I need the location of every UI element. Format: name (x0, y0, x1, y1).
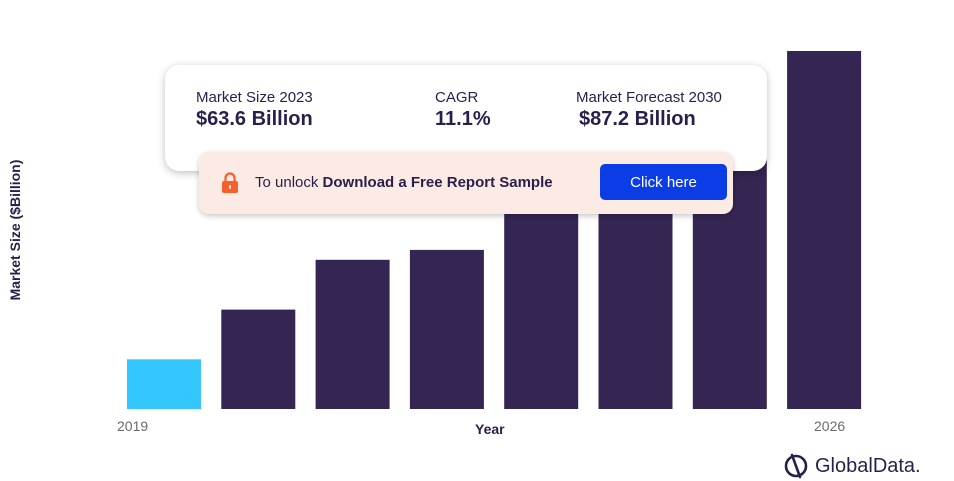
market-size-value: $63.6 Billion (196, 108, 313, 130)
cagr-stat: CAGR 11.1% (435, 89, 491, 131)
market-size-label: Market Size 2023 (196, 89, 313, 106)
globaldata-logo[interactable]: GlobalData. (783, 452, 921, 480)
market-size-stat: Market Size 2023 $63.6 Billion (196, 89, 313, 131)
unlock-prefix: To unlock (255, 174, 323, 191)
forecast-label: Market Forecast 2030 (576, 89, 722, 106)
bar-1 (221, 309, 296, 409)
y-axis-label: Market Size ($Billion) (7, 159, 23, 301)
bar-3 (409, 249, 484, 409)
globaldata-logo-icon (784, 453, 808, 479)
bar-7 (787, 51, 862, 409)
x-axis-label: Year (475, 421, 505, 437)
bar-0 (127, 359, 201, 409)
forecast-value: $87.2 Billion (579, 108, 696, 130)
forecast-stat: Market Forecast 2030 $87.2 Billion (576, 89, 722, 131)
click-here-button[interactable]: Click here (600, 164, 727, 200)
x-tick-label-2026: 2026 (814, 418, 846, 434)
cagr-value: 11.1% (435, 108, 491, 130)
bar-4 (504, 210, 579, 409)
unlock-banner: To unlock Download a Free Report Sample … (199, 152, 733, 214)
bar-2 (315, 259, 390, 409)
logo-text: GlobalData. (815, 454, 921, 477)
unlock-message: To unlock Download a Free Report Sample (255, 174, 553, 191)
unlock-bold-text: Download a Free Report Sample (322, 174, 553, 191)
cagr-label: CAGR (435, 89, 479, 106)
lock-icon (222, 172, 238, 193)
x-tick-label-2019: 2019 (117, 418, 149, 434)
